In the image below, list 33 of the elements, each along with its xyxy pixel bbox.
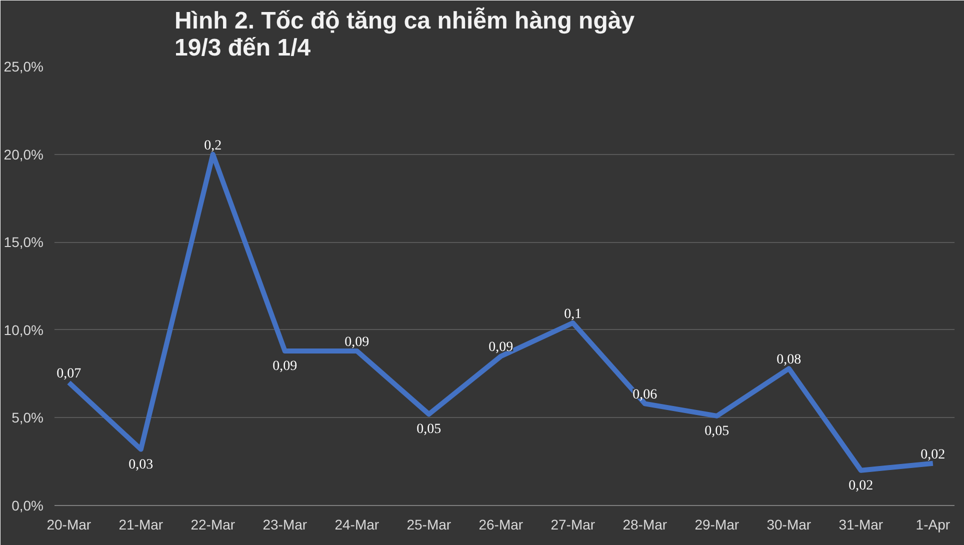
chart-title: Hình 2. Tốc độ tăng ca nhiễm hàng ngày 19/3 đến 1/4	[174, 6, 636, 62]
x-tick-label: 26-Mar	[478, 516, 524, 532]
x-tick-label: 29-Mar	[694, 516, 740, 532]
data-label: 0,05	[704, 424, 730, 439]
x-tick-label: 22-Mar	[190, 516, 236, 532]
data-label: 0,02	[920, 447, 946, 462]
data-label: 0,1	[564, 306, 582, 322]
data-label: 0,06	[632, 388, 658, 403]
data-label: 0,09	[344, 334, 370, 350]
x-tick-label: 1-Apr	[916, 516, 950, 532]
data-label: 0,05	[416, 422, 442, 438]
x-tick-label: 27-Mar	[550, 516, 596, 532]
data-label: 0,2	[204, 138, 222, 154]
x-tick-label: 31-Mar	[838, 516, 884, 532]
x-tick-label: 21-Mar	[118, 516, 164, 532]
data-label: 0,09	[488, 340, 514, 356]
x-tick-label: 30-Mar	[766, 516, 812, 532]
y-tick-label: 25,0%	[4, 58, 44, 74]
y-tick-label: 10,0%	[4, 322, 44, 338]
data-label: 0,08	[776, 352, 802, 368]
y-tick-label: 15,0%	[4, 234, 44, 250]
y-tick-label: 5,0%	[12, 410, 44, 426]
x-tick-label: 24-Mar	[334, 516, 380, 532]
x-tick-label: 25-Mar	[406, 516, 452, 532]
data-label: 0,09	[272, 358, 298, 374]
data-label: 0,07	[56, 366, 82, 382]
y-tick-label: 0,0%	[12, 498, 44, 514]
y-tick-label: 20,0%	[4, 146, 44, 162]
x-tick-label: 28-Mar	[622, 516, 668, 532]
x-tick-label: 20-Mar	[46, 516, 92, 532]
data-label: 0,03	[128, 457, 154, 472]
data-label: 0,02	[848, 478, 874, 494]
x-tick-label: 23-Mar	[262, 516, 308, 532]
